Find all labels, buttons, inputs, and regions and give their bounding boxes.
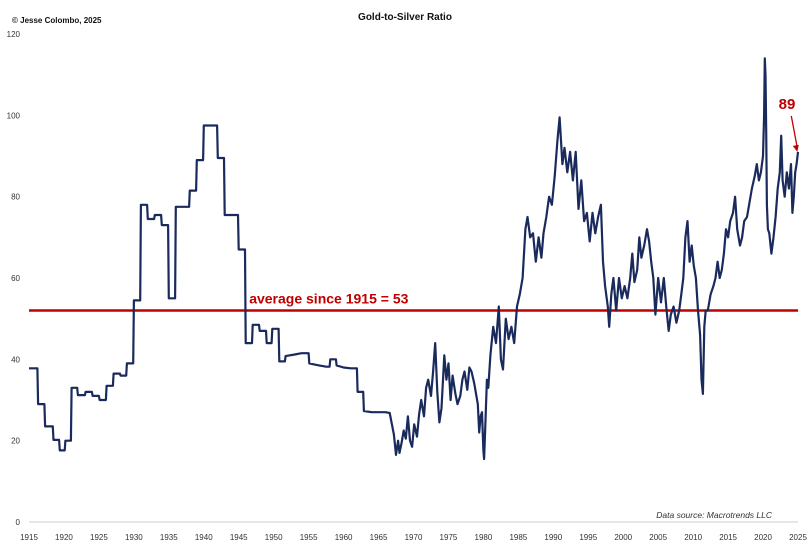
chart-credit: © Jesse Colombo, 2025 xyxy=(12,16,102,25)
x-tick-label: 1975 xyxy=(440,533,458,542)
x-tick-label: 1915 xyxy=(20,533,38,542)
x-tick-label: 1970 xyxy=(405,533,423,542)
x-tick-label: 1995 xyxy=(579,533,597,542)
x-tick-label: 1935 xyxy=(160,533,178,542)
y-tick-label: 0 xyxy=(16,518,21,527)
current-value-callout: 89 xyxy=(779,96,796,113)
x-tick-label: 2025 xyxy=(789,533,807,542)
x-tick-label: 1940 xyxy=(195,533,213,542)
x-tick-label: 2005 xyxy=(649,533,667,542)
average-label: average since 1915 = 53 xyxy=(249,291,408,307)
x-tick-label: 1950 xyxy=(265,533,283,542)
callout-arrow xyxy=(790,115,798,149)
x-tick-label: 2020 xyxy=(754,533,772,542)
y-axis-ticks: 0 20 40 60 80 100 120 xyxy=(7,30,21,527)
y-tick-label: 100 xyxy=(7,111,21,120)
x-tick-label: 1925 xyxy=(90,533,108,542)
y-tick-label: 60 xyxy=(11,274,20,283)
callout-arrowhead xyxy=(792,144,799,152)
x-tick-label: 1980 xyxy=(475,533,493,542)
y-tick-label: 20 xyxy=(11,437,20,446)
x-tick-label: 1920 xyxy=(55,533,73,542)
y-tick-label: 120 xyxy=(7,30,21,39)
x-tick-label: 1990 xyxy=(544,533,562,542)
x-tick-label: 1985 xyxy=(509,533,527,542)
x-tick-label: 1960 xyxy=(335,533,353,542)
x-tick-label: 1930 xyxy=(125,533,143,542)
x-tick-label: 1955 xyxy=(300,533,318,542)
x-tick-label: 2000 xyxy=(614,533,632,542)
x-tick-label: 1965 xyxy=(370,533,388,542)
x-axis-ticks: 1915 1920 1925 1930 1935 1940 1945 1950 1955 1960… xyxy=(20,533,807,542)
chart-title: Gold-to-Silver Ratio xyxy=(358,12,452,23)
x-tick-label: 1945 xyxy=(230,533,248,542)
y-tick-label: 40 xyxy=(11,355,20,364)
gold-silver-ratio-line xyxy=(29,57,800,461)
y-tick-label: 80 xyxy=(11,193,20,202)
data-source-note: Data source: Macrotrends LLC xyxy=(656,510,773,520)
x-tick-label: 2015 xyxy=(719,533,737,542)
x-tick-label: 2010 xyxy=(684,533,702,542)
